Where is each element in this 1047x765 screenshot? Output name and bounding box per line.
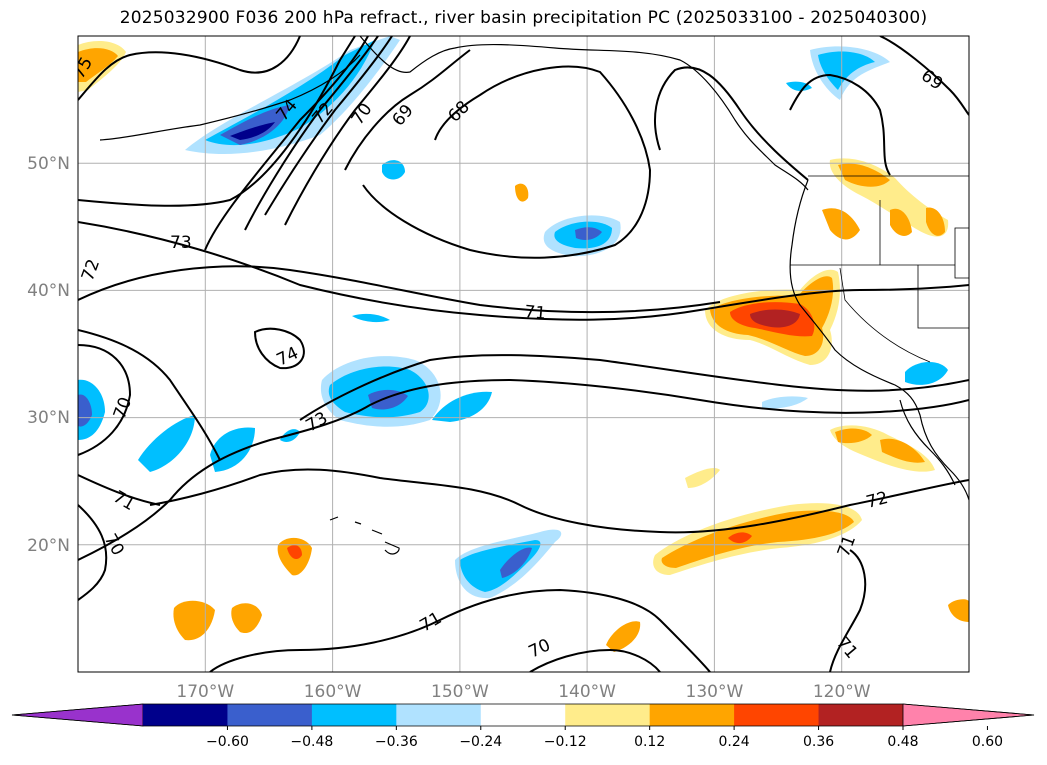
lon-tick: 170°W (176, 682, 234, 702)
lat-tick: 20°N (27, 536, 70, 556)
pos-anomaly-california-dr (750, 309, 800, 328)
pos-anomaly-se-edge (948, 599, 969, 622)
neg-anomaly-hawaii-west (138, 415, 195, 472)
gridlines (78, 36, 969, 672)
neg-anomaly-hawaii-west-b (210, 427, 255, 472)
map-frame (77, 35, 970, 673)
lon-tick: 120°W (813, 682, 871, 702)
colorbar-tick-label: 0.60 (972, 734, 1003, 750)
colorbar-tick-label: 0.24 (719, 734, 750, 750)
colorbar: −0.60 −0.48 −0.36 −0.24 −0.12 0.12 0.24 0.36 0.4… (11, 703, 1035, 750)
neg-anomaly-socal (905, 361, 948, 385)
colorbar-tick-label: 0.48 (887, 734, 918, 750)
colorbar-outline (11, 703, 1035, 727)
shaded-anomalies (78, 36, 969, 652)
neg-anomaly-hawaii-se-deep (500, 547, 532, 578)
pos-anomaly-south-band-core (661, 510, 854, 568)
colorbar-segment (311, 704, 397, 726)
neg-anomaly-aleutian-max (230, 122, 275, 140)
pos-anomaly-hawaii-s-red (287, 545, 302, 560)
pos-anomaly-nw-corner-core (78, 48, 118, 82)
neg-anomaly-subtropic-b (432, 391, 492, 422)
neg-anomaly-center-north-deep (575, 227, 602, 240)
coastlines (99, 36, 969, 555)
pos-anomaly-pnw-core-c (890, 208, 912, 236)
colorbar-segment (734, 704, 820, 726)
pos-anomaly-pnw-core-d (926, 207, 945, 236)
lat-tick: 50°N (27, 154, 70, 174)
lon-tick-labels: 170°W 160°W 150°W 140°W 130°W 120°W (176, 682, 870, 702)
contour-label: 73 (170, 233, 192, 253)
colorbar-segment (396, 704, 482, 726)
colorbar-tick-label: −0.48 (290, 734, 333, 750)
pos-anomaly-sw-b (231, 603, 262, 634)
hawaii-islands (329, 516, 400, 555)
pos-anomaly-pnw-core (838, 163, 890, 187)
pos-anomaly-pnw-core-b (822, 208, 860, 240)
contour-label: 71 (524, 302, 547, 324)
colorbar-tick-label: −0.36 (375, 734, 418, 750)
lat-tick-labels: 50°N 40°N 30°N 20°N (27, 154, 70, 556)
neg-anomaly-canada-core (818, 51, 875, 90)
pos-anomaly-south-b (606, 621, 641, 652)
colorbar-tick-label: −0.60 (206, 734, 249, 750)
neg-anomaly-bc (786, 81, 812, 91)
lon-tick: 150°W (431, 682, 489, 702)
colorbar-tick-label: 0.12 (634, 734, 665, 750)
lat-tick: 30°N (27, 408, 70, 428)
pos-anomaly-south-band-red (728, 532, 752, 544)
alaska-coast (359, 36, 809, 191)
lon-tick: 130°W (686, 682, 744, 702)
colorbar-tick-label: 0.36 (803, 734, 834, 750)
political-borders (790, 175, 969, 363)
colorbar-segment (649, 704, 735, 726)
lon-tick: 160°W (304, 682, 362, 702)
colorbar-extend-low (11, 703, 144, 727)
pos-anomaly-mid-a (685, 467, 720, 488)
colorbar-segment (227, 704, 313, 726)
pos-anomaly-small-n (515, 183, 529, 202)
west-coast (789, 179, 969, 501)
refractivity-contours (78, 36, 969, 672)
colorbar-extend-high (902, 703, 1035, 727)
colorbar-segment (565, 704, 651, 726)
pos-anomaly-baja-core-b (880, 438, 925, 463)
colorbar-tick-label: −0.24 (459, 734, 502, 750)
plot-title: 2025032900 F036 200 hPa refract., river … (119, 8, 928, 28)
neg-anomaly-west-deep (78, 394, 92, 427)
lon-tick: 140°W (558, 682, 616, 702)
colorbar-tick-label: −0.12 (544, 734, 587, 750)
baja-coast (899, 399, 956, 486)
neg-anomaly-small-a (382, 160, 405, 180)
pos-anomaly-baja-core (835, 428, 872, 444)
pos-anomaly-sw-a (173, 600, 215, 641)
neg-anomaly-small-b (352, 313, 390, 323)
colorbar-segment (143, 704, 228, 726)
map-panel: 75 74 72 70 69 68 69 73 72 71 74 73 70 7… (78, 36, 969, 672)
colorbar-segment (480, 704, 566, 726)
colorbar-segment (818, 704, 904, 726)
neg-anomaly-socal-b (762, 396, 808, 409)
lat-tick: 40°N (27, 281, 70, 301)
